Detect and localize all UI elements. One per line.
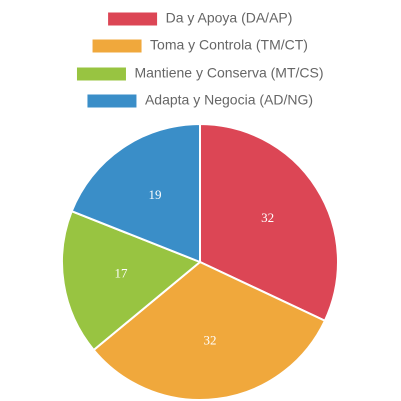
legend-swatch [86,93,138,109]
legend-item: Toma y Controla (TM/CT) [91,37,308,54]
legend-item: Mantiene y Conserva (MT/CS) [75,65,324,82]
data-label: 19 [149,187,162,202]
pie-slice [70,122,201,264]
pie-slice [92,260,327,401]
legend-label: Da y Apoya (DA/AP) [166,10,293,26]
legend-label: Adapta y Negocia (AD/NG) [145,92,313,108]
legend-swatch [107,11,159,27]
legend-item: Adapta y Negocia (AD/NG) [86,92,313,109]
legend-swatch [91,38,143,54]
data-label: 32 [261,210,274,225]
legend-label: Toma y Controla (TM/CT) [150,37,308,53]
data-label: 17 [114,266,128,281]
pie-slice [199,122,339,323]
pie-slice [61,209,202,352]
legend-item: Da y Apoya (DA/AP) [107,10,293,27]
legend-label: Mantiene y Conserva (MT/CS) [134,65,323,81]
data-label: 32 [204,332,217,347]
legend-swatch [75,66,127,82]
